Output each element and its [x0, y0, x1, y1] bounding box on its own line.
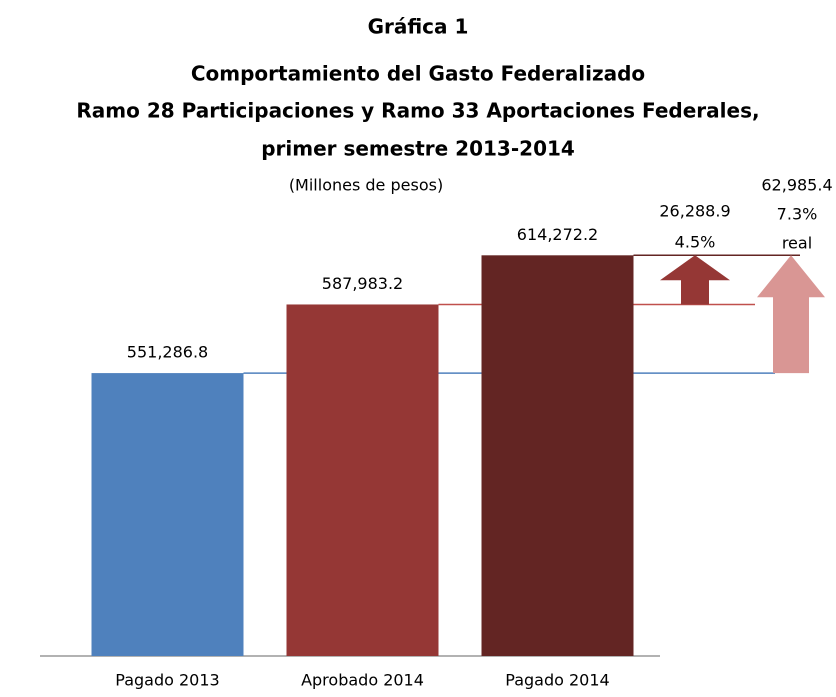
chart-subtitle: (Millones de pesos) [289, 176, 443, 195]
chart-title: Ramo 28 Participaciones y Ramo 33 Aporta… [76, 99, 759, 123]
annotation: 26,288.9 [659, 202, 730, 221]
arrow [660, 255, 730, 305]
chart-title: Comportamiento del Gasto Federalizado [191, 62, 645, 86]
x-tick-label: Aprobado 2014 [301, 671, 424, 690]
bar [481, 255, 634, 657]
annotation: 7.3% [777, 205, 818, 224]
annotation: 4.5% [675, 233, 716, 252]
chart-title: primer semestre 2013-2014 [261, 137, 575, 161]
x-tick-label: Pagado 2013 [115, 671, 219, 690]
bar [286, 304, 439, 656]
value-label: 587,983.2 [322, 274, 403, 293]
annotation: real [782, 234, 812, 253]
arrow [757, 255, 825, 374]
value-label: 551,286.8 [127, 343, 208, 362]
x-tick-label: Pagado 2014 [505, 671, 609, 690]
bar [91, 373, 244, 656]
value-label: 614,272.2 [517, 225, 598, 244]
chart-title: Gráfica 1 [368, 15, 469, 39]
annotation: 62,985.4 [761, 176, 832, 195]
